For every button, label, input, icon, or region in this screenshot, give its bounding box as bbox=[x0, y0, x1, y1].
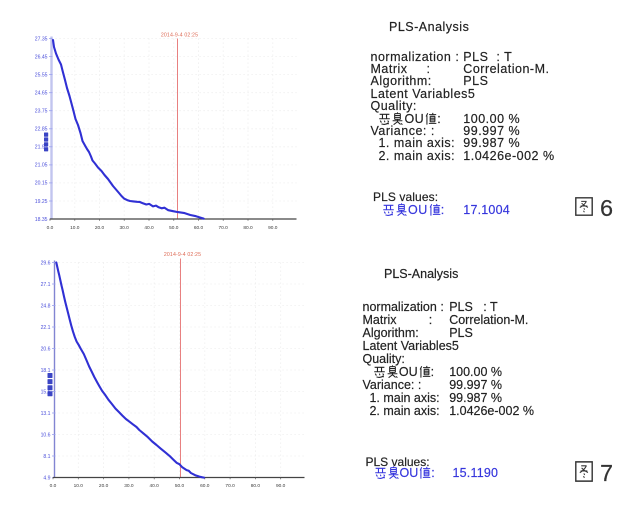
svg-text:20.15: 20.15 bbox=[35, 181, 48, 187]
svg-text:40.0: 40.0 bbox=[144, 225, 154, 231]
svg-text:60.0: 60.0 bbox=[194, 225, 204, 231]
svg-text:13.1: 13.1 bbox=[41, 411, 51, 417]
svg-text:20.0: 20.0 bbox=[95, 225, 105, 231]
svg-text:21.05: 21.05 bbox=[35, 163, 48, 169]
svg-text:20.6: 20.6 bbox=[41, 346, 51, 352]
svg-text:24.8: 24.8 bbox=[41, 303, 51, 309]
svg-text:10.6: 10.6 bbox=[41, 432, 51, 438]
svg-text:10.0: 10.0 bbox=[70, 225, 80, 231]
svg-text:30.0: 30.0 bbox=[124, 483, 134, 489]
svg-text:80.0: 80.0 bbox=[251, 483, 261, 489]
svg-text:0.0: 0.0 bbox=[50, 483, 57, 489]
svg-text:26.45: 26.45 bbox=[35, 54, 48, 60]
svg-text:30.0: 30.0 bbox=[120, 225, 130, 231]
svg-text:50.0: 50.0 bbox=[175, 483, 185, 489]
svg-text:0.0: 0.0 bbox=[47, 225, 54, 231]
svg-text:70.0: 70.0 bbox=[219, 225, 229, 231]
svg-text:50.0: 50.0 bbox=[169, 225, 179, 231]
svg-text:70.0: 70.0 bbox=[225, 483, 235, 489]
svg-text:18.35: 18.35 bbox=[35, 217, 48, 223]
svg-text:18.1: 18.1 bbox=[41, 368, 51, 374]
svg-text:8.1: 8.1 bbox=[43, 454, 50, 460]
svg-text:90.0: 90.0 bbox=[268, 225, 278, 231]
svg-text:60.0: 60.0 bbox=[200, 483, 210, 489]
svg-text:21.95: 21.95 bbox=[35, 145, 48, 151]
svg-text:25.55: 25.55 bbox=[35, 72, 48, 78]
svg-text:27.1: 27.1 bbox=[41, 282, 51, 288]
svg-text:90.0: 90.0 bbox=[276, 483, 286, 489]
svg-text:15.6: 15.6 bbox=[41, 389, 51, 395]
svg-text:40.0: 40.0 bbox=[150, 483, 160, 489]
svg-text:20.0: 20.0 bbox=[99, 483, 109, 489]
svg-text:10.0: 10.0 bbox=[74, 483, 84, 489]
svg-text:4.9: 4.9 bbox=[43, 475, 50, 481]
svg-text:2014-9-4 02:25: 2014-9-4 02:25 bbox=[161, 33, 198, 39]
svg-text:80.0: 80.0 bbox=[243, 225, 253, 231]
svg-text:22.1: 22.1 bbox=[41, 325, 51, 331]
svg-text:2014-9-4 02:25: 2014-9-4 02:25 bbox=[164, 252, 201, 258]
svg-text:22.85: 22.85 bbox=[35, 127, 48, 133]
svg-text:29.6: 29.6 bbox=[41, 260, 51, 266]
svg-text:19.25: 19.25 bbox=[35, 199, 48, 205]
svg-text:27.35: 27.35 bbox=[35, 36, 48, 42]
svg-text:23.75: 23.75 bbox=[35, 109, 48, 115]
svg-text:24.65: 24.65 bbox=[35, 91, 48, 97]
